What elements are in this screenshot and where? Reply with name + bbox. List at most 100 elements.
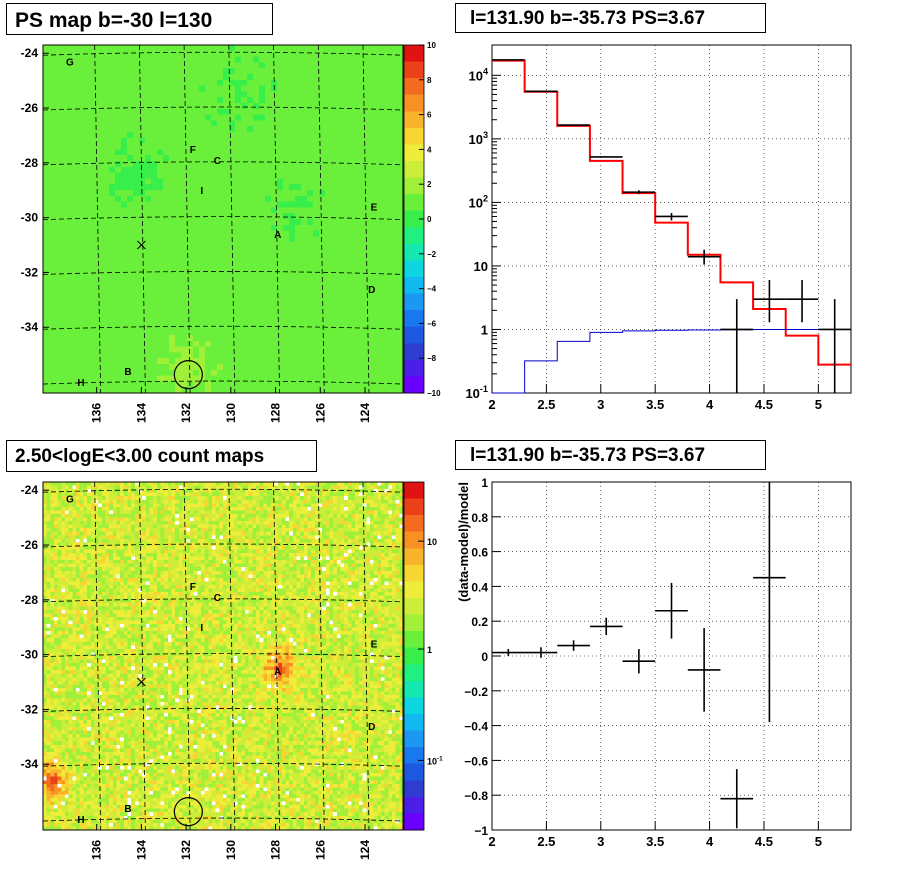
colorbar-tick-label: −10 [427,389,441,398]
colorbar-segment [404,730,424,748]
colorbar-segment [404,227,424,245]
x-tick-label: 124 [358,403,372,423]
x-tick-label: 5 [815,397,822,412]
source-marker-D: D [368,285,375,296]
x-tick-label: 134 [134,840,148,860]
colorbar-tick-label: 8 [427,76,432,85]
colorbar-segment [404,548,424,566]
heatmap-panel-top-left: 136 134 132 130 128 126 124 -24 -26 -28 -30 -32 -34 G… [21,41,441,423]
spectrum-panel: 2 2.5 3 3.5 4 4.5 5 10-1 1 10 102 103 104 [465,44,852,412]
background-step-line [492,328,851,394]
spectrum-title: l=131.90 b=-35.73 PS=3.67 [455,3,766,33]
source-marker-B: B [124,367,131,378]
y-tick-label: 0.4 [471,580,488,594]
x-tick-label: 126 [313,840,327,860]
colorbar-segment [404,747,424,765]
x-tick-label: 134 [134,403,148,423]
colorbar: 10 1 10-1 [403,481,443,831]
circle-marker [173,360,203,390]
colorbar-tick-label: 1 [427,645,432,655]
graticule-latitude-line [42,653,404,658]
graticule-latitude-line [42,488,404,493]
graticule-latitude-line [42,325,404,330]
y-tick-label: -30 [21,211,39,225]
source-marker-I: I [200,186,203,197]
colorbar-segment [404,210,424,228]
residual-grid [491,481,851,831]
colorbar-segment [404,243,424,261]
graticule-latitude-line [42,106,404,111]
heatmap-panel-bottom-left: 136 134 132 130 128 126 124 -24 -26 -28 -30 -32 -34 G… [21,481,443,860]
colorbar-tick-label: 4 [427,145,432,154]
graticule-latitude-line [42,762,404,767]
colorbar-tick-label: 6 [427,111,432,120]
x-tick-label: 130 [224,403,238,423]
colorbar-segment [404,531,424,549]
residual-panel: 2 2.5 3 3.5 4 4.5 5 1 0.8 0.6 0.4 0.2 0 −0.2 −0.4 −0.6 −… [456,476,852,849]
residual-title: l=131.90 b=-35.73 PS=3.67 [455,440,766,470]
colorbar-tick-label: 10 [427,537,437,547]
x-tick-label: 4.5 [755,834,773,849]
heatmap-frame [42,44,404,394]
colorbar-segment [404,664,424,682]
y-tick-label: −0.8 [464,789,488,803]
y-tick-label: -26 [21,538,39,552]
x-tick-label: 3 [597,397,604,412]
colorbar-segment [404,111,424,129]
source-marker-H: H [77,378,84,389]
colorbar: 10 8 6 4 2 0 −2 −4 −6 −8 −10 [403,41,441,398]
source-marker-G: G [66,494,74,505]
colorbar-segment [404,45,424,63]
heatmap-frame [42,481,404,831]
colorbar-segment [404,482,424,500]
colorbar-segment [404,614,424,632]
graticule-latitude-line [42,708,404,712]
x-tick-label: 132 [179,403,193,423]
source-marker-C: C [214,156,221,167]
x-tick-label: 124 [358,840,372,860]
colorbar-segment [404,61,424,79]
x-tick-label: 128 [269,403,283,423]
source-marker-E: E [371,640,378,651]
y-tick-label: -30 [21,648,39,662]
x-tick-label: 2 [488,397,495,412]
colorbar-segment [404,647,424,665]
colorbar-tick-label: 10 [427,41,436,50]
heatmap-cells [43,482,404,831]
y-tick-label: -26 [21,101,39,115]
x-tick-label: 4 [706,834,714,849]
y-tick-label: 0.8 [471,511,488,525]
colorbar-segment [404,161,424,179]
y-tick-label: 1 [481,476,488,490]
colorbar-segment [404,515,424,533]
colorbar-segment [404,310,424,328]
model-step-line [492,59,851,366]
graticule-latitude-line [42,216,404,221]
ps-map-title: PS map b=-30 l=130 [6,3,273,35]
y-tick-label: 0 [481,650,488,664]
graticule-latitude-line [42,161,404,166]
colorbar-segment [404,564,424,582]
y-tick-label: -32 [21,265,39,279]
colorbar-tick-label: −8 [427,354,437,363]
graticule-latitude-line [42,543,404,548]
x-tick-label: 3.5 [646,397,664,412]
x-tick-label: 4 [706,397,714,412]
x-tick-label: 130 [224,840,238,860]
colorbar-segment [404,343,424,361]
spectrum-frame [491,44,852,394]
x-tick-label: 3 [597,834,604,849]
colorbar-tick-label: 10-1 [427,755,443,766]
colorbar-segment [404,144,424,162]
source-marker-I: I [200,623,203,634]
circle-marker [173,797,203,827]
y-tick-label: -28 [21,156,39,170]
colorbar-tick-label: −4 [427,285,437,294]
source-marker-H: H [77,815,84,826]
colorbar-tick-label: 0 [427,215,432,224]
x-tick-label: 128 [269,840,283,860]
y-tick-label: −0.4 [464,720,488,734]
colorbar-segment [404,697,424,715]
graticule [42,481,404,831]
y-tick-label: −0.6 [464,754,488,768]
